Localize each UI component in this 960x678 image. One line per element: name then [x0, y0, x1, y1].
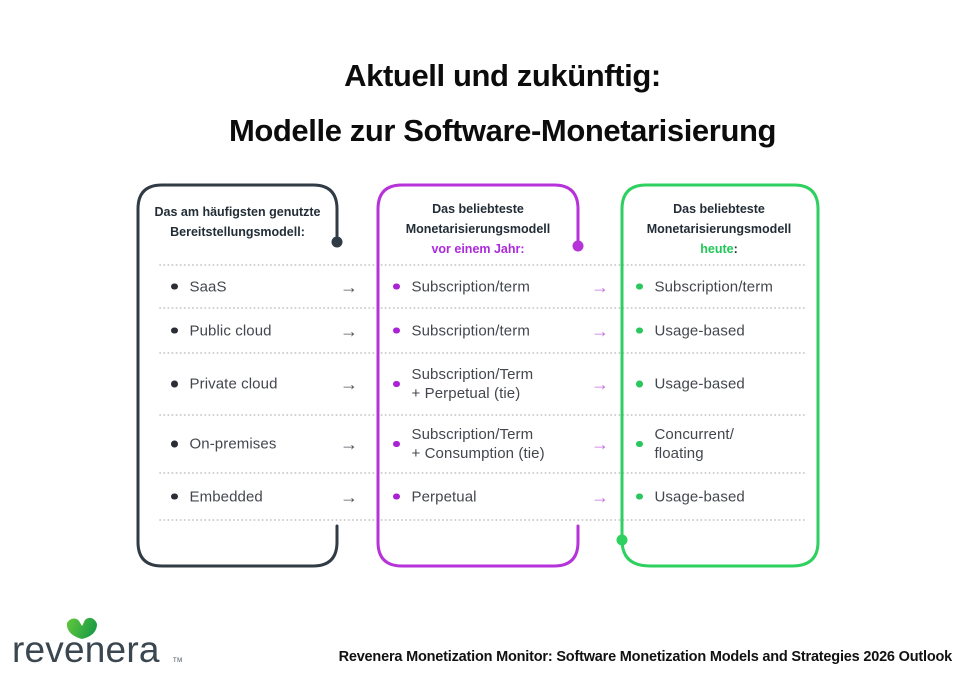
bullet-icon: [393, 327, 400, 334]
frame-green-dot: [616, 534, 628, 546]
arrow-right-icon: →: [591, 374, 609, 394]
arrow-right-icon: →: [591, 434, 609, 454]
revenera-logo: revenera TM: [12, 617, 202, 670]
year-ago-cell: Subscription/Term + Perpetual (tie): [393, 365, 573, 403]
header-line: Das beliebteste: [432, 202, 524, 216]
logo-wordmark: revenera: [12, 629, 160, 670]
column-header-today: Das beliebteste Monetarisierungsmodell h…: [620, 199, 818, 259]
header-accent-year-ago: vor einem Jahr:: [431, 242, 525, 256]
table-row-embedded: Embedded → Perpetual → Usage-based: [0, 473, 960, 520]
arrow-right-icon: →: [591, 486, 609, 507]
today-cell: Usage-based: [636, 321, 806, 340]
deployment-cell: On-premises: [171, 435, 321, 454]
bullet-icon: [636, 493, 643, 500]
title-line-1: Aktuell und zukünftig:: [344, 58, 661, 93]
table-row-private-cloud: Private cloud → Subscription/Term + Perp…: [0, 353, 960, 415]
deployment-cell: SaaS: [171, 277, 321, 296]
cell-text: Perpetual: [411, 488, 477, 505]
year-ago-cell: Subscription/term: [393, 277, 573, 296]
header-line: Bereitstellungsmodell:: [170, 225, 305, 239]
bullet-icon: [636, 283, 643, 290]
bullet-icon: [171, 493, 178, 500]
page-title: Aktuell und zukünftig: Modelle zur Softw…: [45, 48, 960, 158]
arrow-right-icon: →: [340, 276, 358, 297]
year-ago-cell: Subscription/term: [393, 321, 573, 340]
bullet-icon: [171, 440, 178, 448]
column-header-year-ago: Das beliebteste Monetarisierungsmodell v…: [378, 199, 578, 259]
arrow-right-icon: →: [340, 434, 358, 454]
table-row-public-cloud: Public cloud → Subscription/term → Usage…: [0, 308, 960, 353]
header-line: Das am häufigsten genutzte: [154, 205, 321, 219]
bullet-icon: [393, 493, 400, 500]
column-header-deployment: Das am häufigsten genutzte Bereitstellun…: [138, 202, 337, 242]
bullet-icon: [636, 440, 643, 448]
year-ago-cell: Subscription/Term + Consumption (tie): [393, 425, 573, 463]
arrow-right-icon: →: [340, 374, 358, 394]
frame-dark-dot: [331, 236, 343, 248]
cell-text: Usage-based: [654, 375, 745, 393]
header-accent-today: heute:: [620, 239, 818, 259]
today-cell: Subscription/term: [636, 277, 806, 296]
bullet-icon: [171, 327, 178, 334]
bullet-icon: [393, 380, 400, 388]
table-row-on-premises: On-premises → Subscription/Term + Consum…: [0, 415, 960, 473]
cell-text: Subscription/term: [654, 278, 773, 295]
today-cell: Usage-based: [636, 487, 806, 506]
bullet-icon: [171, 283, 178, 290]
arrow-right-icon: →: [591, 320, 609, 341]
table-row-saas: SaaS → Subscription/term → Subscription/…: [0, 265, 960, 308]
frame-year-ago: [376, 183, 584, 568]
cell-text: Usage-based: [654, 488, 745, 505]
bullet-icon: [171, 380, 178, 388]
leaf-icon: [66, 617, 97, 639]
frame-today: [616, 183, 820, 568]
title-line-2: Modelle zur Software-Monetarisierung: [228, 113, 777, 148]
cell-text: Embedded: [189, 488, 263, 505]
year-ago-cell: Perpetual: [393, 487, 573, 506]
arrow-right-icon: →: [340, 320, 358, 341]
frame-deployment: [136, 183, 343, 568]
header-accent-colon: :: [733, 242, 738, 256]
bullet-icon: [636, 327, 643, 334]
arrow-right-icon: →: [340, 486, 358, 507]
deployment-cell: Embedded: [171, 487, 321, 506]
cell-text: On-premises: [189, 435, 277, 453]
cell-text: Subscription/term: [411, 322, 530, 339]
header-line: Monetarisierungsmodell: [646, 222, 792, 236]
logo-trademark: TM: [173, 658, 183, 664]
bullet-icon: [393, 440, 400, 448]
frame-magenta-dot: [572, 240, 584, 252]
cell-text: Subscription/Term + Perpetual (tie): [411, 366, 534, 402]
today-cell: Concurrent/ floating: [636, 425, 806, 463]
deployment-cell: Public cloud: [171, 321, 321, 340]
today-cell: Usage-based: [636, 375, 806, 394]
cell-text: Public cloud: [189, 322, 272, 339]
header-line: Monetarisierungsmodell: [405, 222, 551, 236]
cell-text: SaaS: [189, 278, 227, 295]
cell-text: Subscription/term: [411, 278, 530, 295]
cell-text: Concurrent/ floating: [654, 426, 734, 462]
cell-text: Private cloud: [189, 375, 278, 393]
deployment-cell: Private cloud: [171, 375, 321, 394]
arrow-right-icon: →: [591, 276, 609, 297]
bullet-icon: [393, 283, 400, 290]
cell-text: Usage-based: [654, 322, 745, 339]
row-separators: [159, 264, 807, 521]
header-line: Das beliebteste: [673, 202, 765, 216]
source-attribution: Revenera Monetization Monitor: Software …: [338, 649, 953, 665]
cell-text: Subscription/Term + Consumption (tie): [411, 426, 545, 462]
bullet-icon: [636, 380, 643, 388]
header-accent-word: heute: [700, 242, 734, 256]
